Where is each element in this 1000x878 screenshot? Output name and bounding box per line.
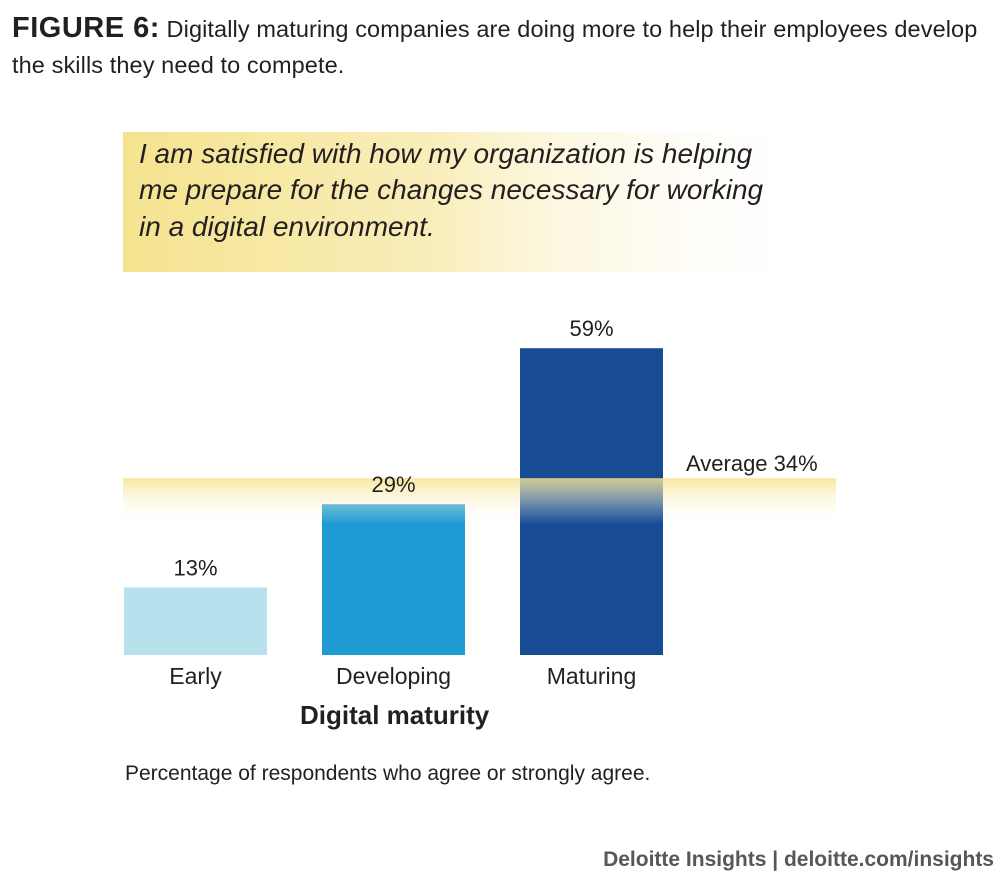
- x-axis-title: Digital maturity: [300, 700, 490, 730]
- quote-line: me prepare for the changes necessary for…: [139, 174, 764, 205]
- category-label: Developing: [336, 663, 451, 689]
- figure-label: FIGURE 6:: [12, 12, 160, 44]
- bar-early: [124, 587, 267, 655]
- value-label: 29%: [371, 472, 415, 497]
- value-label: 59%: [569, 316, 613, 341]
- category-label: Early: [169, 663, 222, 689]
- quote-line: I am satisfied with how my organization …: [139, 138, 753, 169]
- chart-note: Percentage of respondents who agree or s…: [125, 762, 650, 785]
- figure-caption: Digitally maturing companies are doing m…: [12, 16, 978, 78]
- quote-line: in a digital environment.: [139, 211, 435, 242]
- category-label: Maturing: [547, 663, 636, 689]
- source-credit: Deloitte Insights | deloitte.com/insight…: [603, 848, 994, 871]
- quote-highlight: [123, 132, 823, 272]
- value-label: 13%: [173, 555, 217, 580]
- figure-heading: FIGURE 6: Digitally maturing companies a…: [12, 10, 997, 83]
- bar-developing: [322, 504, 465, 655]
- average-band: [123, 478, 836, 525]
- average-label: Average 34%: [686, 451, 818, 476]
- labels-group: 13% Early 29% Developing 59% Maturing: [169, 316, 636, 689]
